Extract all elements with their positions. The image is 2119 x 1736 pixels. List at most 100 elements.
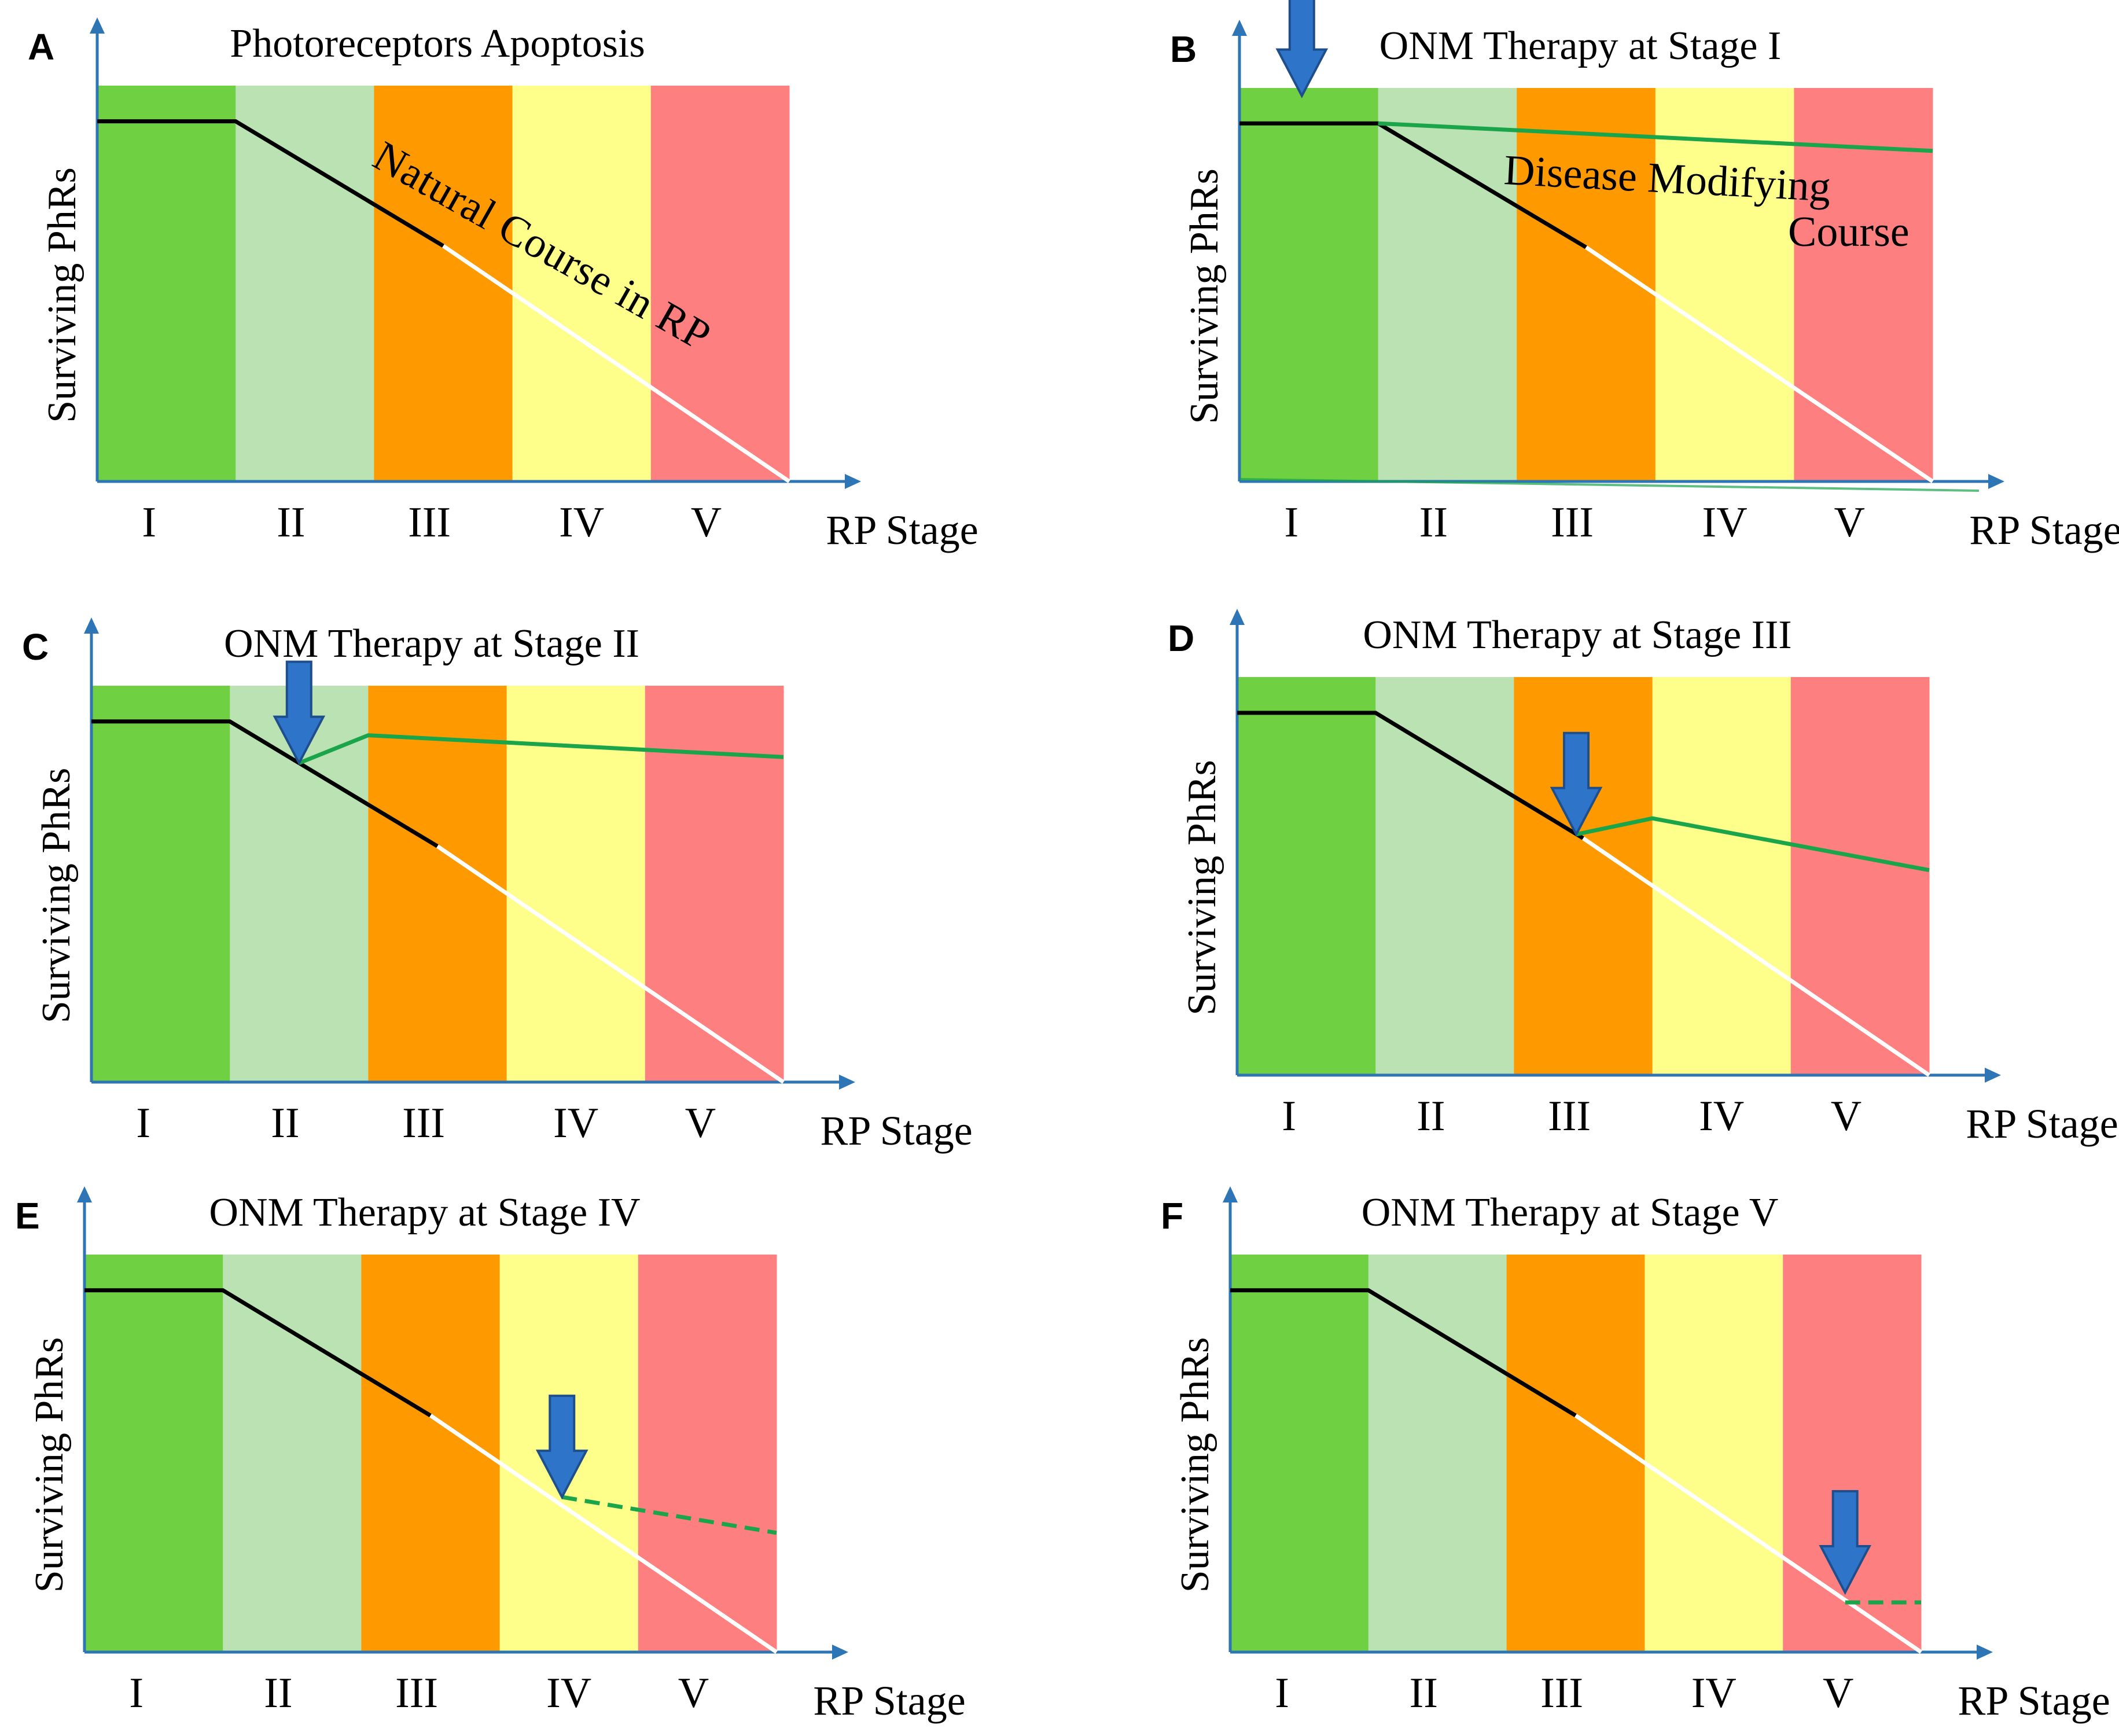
stage-band-IV — [1645, 1255, 1783, 1652]
x-axis-label: RP Stage — [1958, 1678, 2110, 1724]
x-axis-label: RP Stage — [826, 507, 978, 553]
panel-letter: F — [1161, 1195, 1183, 1237]
panel-letter: D — [1168, 617, 1194, 659]
y-axis-label: Surviving PhRs — [34, 768, 79, 1024]
y-axis-arrowhead — [90, 17, 105, 34]
natural-course-line — [91, 719, 439, 848]
y-axis-label: Surviving PhRs — [1180, 760, 1224, 1016]
stage-band-III — [368, 686, 507, 1082]
panel-title: ONM Therapy at Stage IV — [209, 1190, 640, 1235]
x-tick-label-IV: IV — [1702, 499, 1748, 546]
natural-course-late-line — [1585, 245, 1934, 483]
x-tick-label-IV: IV — [1699, 1093, 1744, 1140]
x-tick-label-V: V — [1823, 1669, 1853, 1717]
stage-band-IV — [1655, 88, 1794, 481]
stage-band-II — [1375, 677, 1514, 1075]
panel-a: A Photoreceptors Apoptosis Surviving PhRs I… — [28, 17, 978, 553]
therapy-course-line — [1378, 121, 1933, 153]
x-axis-label: RP Stage — [1966, 1101, 2118, 1147]
therapy-arrow-icon — [535, 1395, 588, 1500]
therapy-arrow-icon — [273, 660, 326, 766]
x-tick-label-I: I — [129, 1669, 144, 1717]
panel-d: D ONM Therapy at Stage III Surviving PhRs I… — [1168, 609, 2118, 1147]
panel-title: ONM Therapy at Stage II — [224, 621, 639, 666]
x-tick-label-II: II — [271, 1099, 299, 1147]
stage-band-IV — [506, 686, 646, 1082]
stage-band-III — [374, 86, 513, 481]
stage-band-II — [1378, 88, 1517, 481]
y-axis-label: Surviving PhRs — [27, 1337, 72, 1593]
x-axis-arrowhead — [839, 1075, 855, 1090]
x-tick-label-I: I — [1282, 1093, 1296, 1140]
stage-band-V — [1790, 677, 1930, 1075]
y-axis-arrowhead — [1232, 20, 1247, 36]
panel-title: ONM Therapy at Stage I — [1379, 24, 1782, 68]
x-tick-label-III: III — [1548, 1093, 1591, 1140]
x-tick-label-V: V — [691, 499, 722, 546]
x-tick-label-I: I — [1285, 499, 1299, 546]
y-axis-arrowhead — [84, 617, 99, 634]
natural-course-line — [84, 1288, 432, 1418]
y-axis-arrowhead — [77, 1186, 92, 1202]
stage-band-IV — [512, 86, 652, 481]
x-tick-label-II: II — [1410, 1669, 1438, 1717]
y-axis-arrowhead — [1223, 1186, 1238, 1202]
stage-band-V — [645, 686, 784, 1082]
natural-course-late-line — [436, 844, 785, 1084]
natural-course-line — [1230, 1288, 1577, 1418]
x-tick-label-IV: IV — [1691, 1669, 1737, 1717]
stage-band-II — [236, 86, 374, 481]
x-axis-label: RP Stage — [820, 1108, 972, 1154]
x-axis-label: RP Stage — [813, 1678, 965, 1724]
x-tick-label-II: II — [1419, 499, 1448, 546]
natural-course-line — [97, 119, 444, 248]
natural-course-late-line — [429, 1414, 778, 1654]
panel-letter: E — [15, 1195, 40, 1237]
x-axis-arrowhead — [845, 474, 861, 489]
x-tick-label-V: V — [1831, 1093, 1862, 1140]
stage-band-II — [223, 1255, 362, 1652]
y-axis-arrowhead — [1230, 609, 1245, 625]
therapy-arrow-icon — [1275, 0, 1329, 98]
x-tick-label-II: II — [1417, 1093, 1445, 1140]
x-tick-label-III: III — [1540, 1669, 1583, 1717]
y-axis-label: Surviving PhRs — [40, 167, 84, 423]
x-tick-label-V: V — [1834, 499, 1865, 546]
stage-band-I — [1239, 88, 1379, 481]
therapy-course-line — [1576, 816, 1930, 873]
natural-course-late-line — [1574, 1414, 1922, 1654]
x-tick-label-I: I — [1275, 1669, 1289, 1717]
baseline-line — [1239, 478, 1980, 492]
therapy-course-line — [298, 733, 784, 765]
natural-course-late-line — [442, 244, 790, 483]
x-axis-label: RP Stage — [1969, 507, 2119, 553]
x-tick-label-I: I — [142, 499, 156, 546]
stage-band-IV — [1652, 677, 1791, 1075]
stage-band-I — [91, 686, 230, 1082]
x-axis-arrowhead — [1985, 1068, 2001, 1083]
y-axis-label: Surviving PhRs — [1182, 168, 1227, 424]
stage-band-I — [1237, 677, 1376, 1075]
stage-band-V — [650, 86, 790, 481]
x-tick-label-III: III — [1551, 499, 1594, 546]
panel-letter: B — [1170, 28, 1197, 70]
natural-course-late-line — [1582, 836, 1930, 1077]
x-tick-label-IV: IV — [546, 1669, 591, 1717]
y-axis-label: Surviving PhRs — [1173, 1337, 1217, 1593]
panel-title: ONM Therapy at Stage III — [1363, 613, 1791, 657]
x-tick-label-V: V — [685, 1099, 716, 1147]
x-tick-label-I: I — [136, 1099, 150, 1147]
stage-band-III — [1517, 88, 1656, 481]
natural-course-line — [1237, 711, 1584, 840]
stage-band-V — [1794, 88, 1933, 481]
stage-band-III — [1506, 1255, 1645, 1652]
therapy-course-line — [561, 1495, 777, 1535]
therapy-arrow-icon — [1550, 731, 1603, 837]
x-tick-label-II: II — [264, 1669, 292, 1717]
stage-band-III — [361, 1255, 501, 1652]
